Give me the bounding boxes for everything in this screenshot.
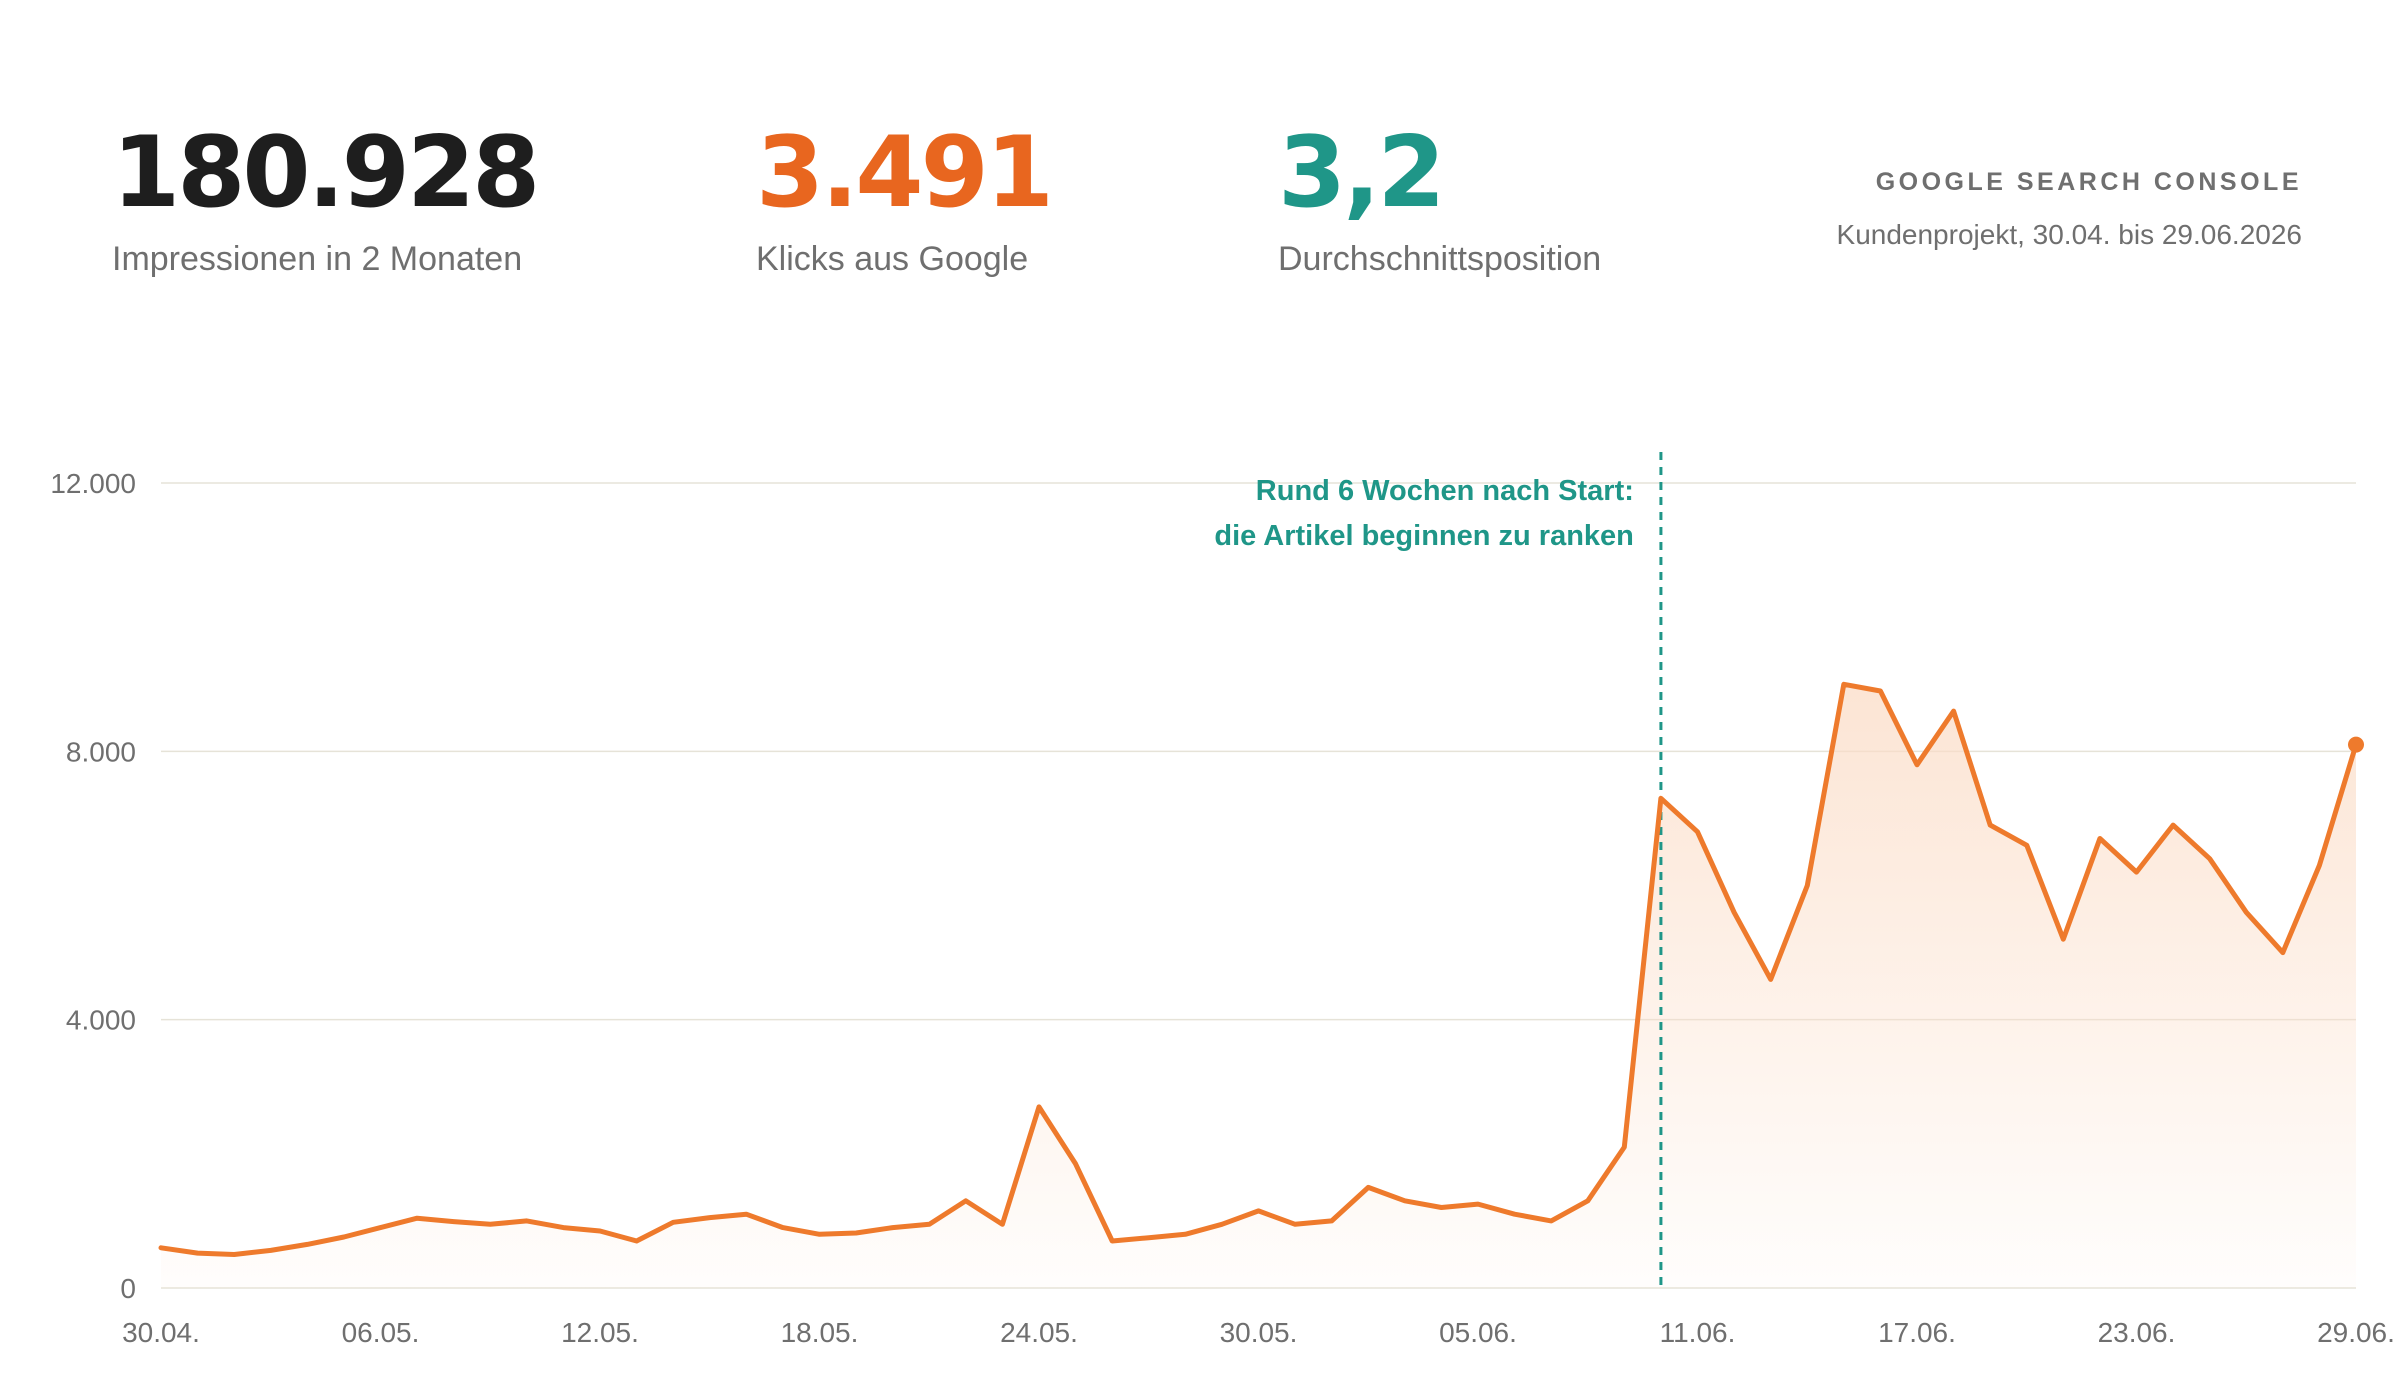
kpi-impressions-value: 180.928 — [112, 116, 540, 230]
x-tick-label: 11.06. — [1660, 1317, 1736, 1348]
last-point-marker — [2348, 736, 2364, 753]
x-tick-label: 18.05. — [781, 1317, 859, 1348]
x-tick-label: 30.05. — [1220, 1317, 1298, 1348]
x-axis-ticks: 30.04. 06.05. 12.05. 18.05. 24.05. 30.05. 05.0… — [122, 1317, 2395, 1348]
kpi-position-label: Durchschnittsposition — [1278, 240, 1602, 278]
annotation-text: Rund 6 Wochen nach Start: — [1256, 475, 1634, 507]
x-tick-label: 12.05. — [561, 1317, 639, 1348]
y-axis-ticks: 0 4.000 8.000 12.000 — [50, 468, 136, 1304]
line-layer — [158, 681, 2364, 1257]
x-tick-label: 30.04. — [122, 1317, 200, 1348]
x-tick-label: 17.06. — [1878, 1317, 1956, 1348]
x-tick-label: 29.06. — [2317, 1317, 2395, 1348]
area-fill — [161, 684, 2356, 1288]
source-block: GOOGLE SEARCH CONSOLE Kundenprojekt, 30.… — [1837, 168, 2302, 251]
kpi-position-value: 3,2 — [1278, 116, 1446, 230]
x-tick-label: 06.05. — [342, 1317, 420, 1348]
x-tick-label: 23.06. — [2098, 1317, 2176, 1348]
kpi-impressions-label: Impressionen in 2 Monaten — [112, 240, 523, 278]
x-tick-label: 24.05. — [1000, 1317, 1078, 1348]
y-tick-label: 4.000 — [66, 1005, 136, 1036]
kpi-clicks-label: Klicks aus Google — [756, 240, 1029, 278]
annotation-text: die Artikel beginnen zu ranken — [1214, 520, 1634, 552]
annotation-layer: Rund 6 Wochen nach Start: die Artikel beg… — [1214, 452, 1663, 1288]
y-tick-label: 0 — [120, 1273, 136, 1304]
y-tick-label: 12.000 — [50, 468, 136, 499]
y-tick-label: 8.000 — [66, 736, 136, 767]
kpi-position: 3,2 Durchschnittsposition — [1278, 124, 1601, 276]
x-tick-label: 05.06. — [1439, 1317, 1517, 1348]
kpi-clicks-value: 3.491 — [756, 116, 1054, 230]
impressions-line — [158, 681, 2359, 1257]
area-layer — [161, 684, 2356, 1288]
source-subtitle: Kundenprojekt, 30.04. bis 29.06.2026 — [1836, 219, 2302, 250]
source-title: GOOGLE SEARCH CONSOLE — [1875, 168, 2302, 196]
kpi-impressions: 180.928 Impressionen in 2 Monaten — [112, 116, 540, 278]
kpi-clicks: 3.491 Klicks aus Google — [756, 116, 1054, 278]
